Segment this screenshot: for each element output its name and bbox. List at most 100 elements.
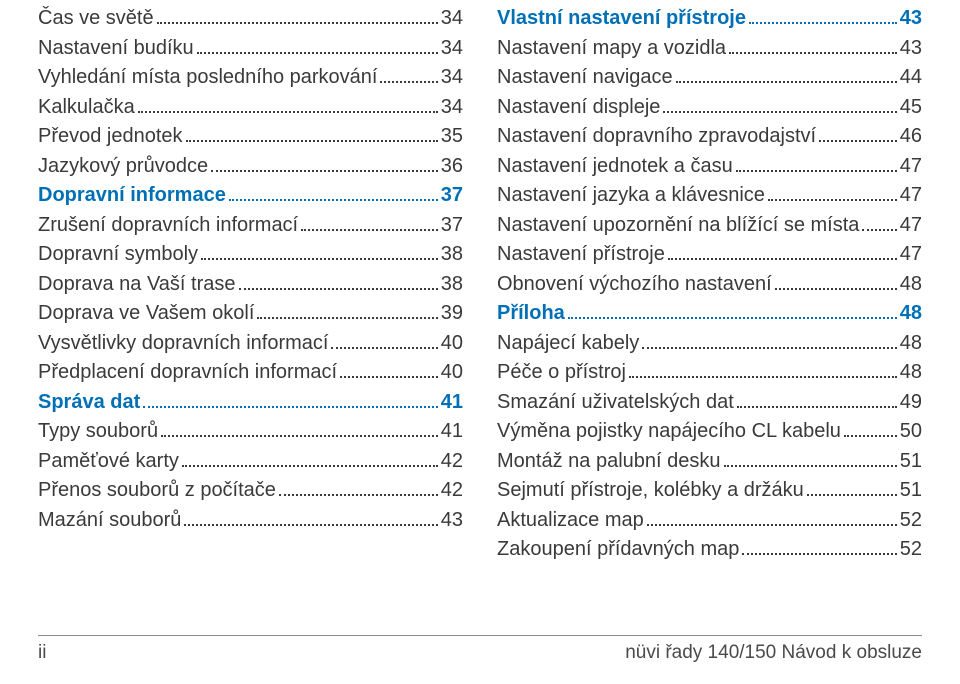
toc-label: Zrušení dopravních informací	[38, 211, 298, 241]
toc-dots	[138, 111, 438, 113]
toc-row: Doprava na Vaší trase 38	[38, 270, 463, 300]
toc-dots	[157, 22, 438, 24]
toc-page-number: 36	[441, 152, 463, 182]
toc-page-number: 44	[900, 63, 922, 93]
toc-row: Doprava ve Vašem okolí 39	[38, 299, 463, 329]
toc-row: Jazykový průvodce 36	[38, 152, 463, 182]
toc-dots	[807, 494, 897, 496]
toc-page-number: 43	[900, 4, 922, 34]
toc-row: Nastavení displeje 45	[497, 93, 922, 123]
toc-dots	[380, 81, 437, 83]
toc-page-number: 47	[900, 181, 922, 211]
toc-label: Vyhledání místa posledního parkování	[38, 63, 377, 93]
toc-dots	[197, 52, 438, 54]
toc-page-number: 39	[441, 299, 463, 329]
toc-label: Nastavení upozornění na blížící se místa	[497, 211, 859, 241]
toc-label: Převod jednotek	[38, 122, 183, 152]
toc-page-number: 37	[441, 211, 463, 241]
toc-column-right: Vlastní nastavení přístroje 43Nastavení …	[497, 4, 922, 565]
toc-row: Péče o přístroj 48	[497, 358, 922, 388]
toc-page-number: 41	[441, 417, 463, 447]
toc-dots	[182, 465, 438, 467]
toc-row: Typy souborů 41	[38, 417, 463, 447]
toc-columns: Čas ve světě 34Nastavení budíku 34Vyhled…	[38, 4, 922, 565]
toc-row: Vysvětlivky dopravních informací 40	[38, 329, 463, 359]
toc-page-number: 45	[900, 93, 922, 123]
toc-dots	[239, 288, 438, 290]
toc-label: Nastavení navigace	[497, 63, 673, 93]
toc-row: Aktualizace map 52	[497, 506, 922, 536]
toc-label: Nastavení displeje	[497, 93, 660, 123]
toc-row: Obnovení výchozího nastavení 48	[497, 270, 922, 300]
toc-dots	[629, 376, 897, 378]
toc-dots	[676, 81, 897, 83]
toc-page-number: 50	[900, 417, 922, 447]
toc-section-row: Správa dat 41	[38, 388, 463, 418]
toc-page-number: 35	[441, 122, 463, 152]
toc-row: Sejmutí přístroje, kolébky a držáku 51	[497, 476, 922, 506]
toc-page-number: 52	[900, 535, 922, 565]
toc-label: Montáž na palubní desku	[497, 447, 721, 477]
footer-page-number: ii	[38, 642, 46, 664]
toc-label: Mazání souborů	[38, 506, 181, 536]
toc-row: Nastavení jazyka a klávesnice 47	[497, 181, 922, 211]
toc-dots	[729, 52, 897, 54]
toc-page-number: 34	[441, 4, 463, 34]
page: Čas ve světě 34Nastavení budíku 34Vyhled…	[0, 0, 960, 684]
toc-page-number: 43	[900, 34, 922, 64]
toc-section-row: Vlastní nastavení přístroje 43	[497, 4, 922, 34]
toc-dots	[301, 229, 438, 231]
toc-page-number: 46	[900, 122, 922, 152]
toc-label: Příloha	[497, 299, 565, 329]
toc-page-number: 37	[441, 181, 463, 211]
toc-row: Nastavení mapy a vozidla 43	[497, 34, 922, 64]
toc-page-number: 40	[441, 358, 463, 388]
toc-label: Nastavení mapy a vozidla	[497, 34, 726, 64]
toc-dots	[737, 406, 897, 408]
toc-dots	[668, 258, 897, 260]
toc-row: Kalkulačka 34	[38, 93, 463, 123]
toc-dots	[819, 140, 897, 142]
toc-dots	[229, 199, 438, 201]
toc-label: Aktualizace map	[497, 506, 644, 536]
toc-dots	[724, 465, 897, 467]
toc-label: Správa dat	[38, 388, 140, 418]
toc-dots	[184, 524, 437, 526]
toc-dots	[331, 347, 437, 349]
toc-row: Nastavení jednotek a času 47	[497, 152, 922, 182]
toc-dots	[186, 140, 438, 142]
toc-label: Nastavení budíku	[38, 34, 194, 64]
toc-column-left: Čas ve světě 34Nastavení budíku 34Vyhled…	[38, 4, 463, 565]
toc-label: Péče o přístroj	[497, 358, 626, 388]
toc-dots	[143, 406, 437, 408]
toc-dots	[749, 22, 897, 24]
toc-label: Sejmutí přístroje, kolébky a držáku	[497, 476, 804, 506]
toc-page-number: 42	[441, 476, 463, 506]
toc-page-number: 38	[441, 240, 463, 270]
toc-dots	[768, 199, 897, 201]
toc-dots	[663, 111, 896, 113]
toc-page-number: 43	[441, 506, 463, 536]
toc-row: Nastavení dopravního zpravodajství 46	[497, 122, 922, 152]
toc-dots	[161, 435, 438, 437]
toc-label: Napájecí kabely	[497, 329, 639, 359]
toc-label: Dopravní informace	[38, 181, 226, 211]
toc-label: Typy souborů	[38, 417, 158, 447]
toc-row: Nastavení upozornění na blížící se místa…	[497, 211, 922, 241]
toc-section-row: Dopravní informace 37	[38, 181, 463, 211]
toc-label: Kalkulačka	[38, 93, 135, 123]
toc-row: Nastavení navigace 44	[497, 63, 922, 93]
toc-page-number: 51	[900, 447, 922, 477]
toc-row: Montáž na palubní desku 51	[497, 447, 922, 477]
toc-label: Nastavení dopravního zpravodajství	[497, 122, 816, 152]
toc-label: Výměna pojistky napájecího CL kabelu	[497, 417, 841, 447]
toc-page-number: 38	[441, 270, 463, 300]
toc-dots	[775, 288, 897, 290]
toc-label: Předplacení dopravních informací	[38, 358, 337, 388]
toc-label: Doprava na Vaší trase	[38, 270, 236, 300]
toc-label: Nastavení přístroje	[497, 240, 665, 270]
toc-dots	[736, 170, 897, 172]
toc-dots	[844, 435, 897, 437]
toc-row: Nastavení budíku 34	[38, 34, 463, 64]
toc-page-number: 48	[900, 329, 922, 359]
